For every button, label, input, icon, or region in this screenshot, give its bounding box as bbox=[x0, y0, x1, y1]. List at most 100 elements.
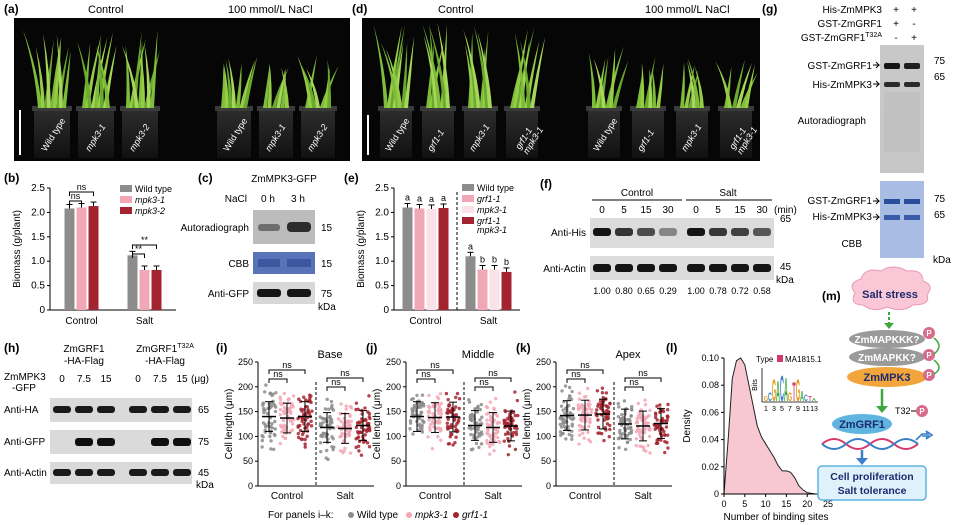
cell-dot bbox=[505, 417, 510, 421]
cell-dot bbox=[339, 419, 343, 424]
cell-dot bbox=[415, 393, 419, 398]
cell-dot bbox=[637, 432, 642, 437]
cell-dot bbox=[587, 424, 591, 429]
y-tick-label: 0 bbox=[396, 481, 401, 491]
sig-label: ns bbox=[430, 360, 440, 370]
legend-swatch bbox=[120, 196, 132, 203]
cell-dot bbox=[272, 432, 277, 437]
cell-dot bbox=[473, 407, 477, 411]
pot bbox=[301, 108, 335, 158]
outcome-line-1: Cell proliferation bbox=[830, 471, 913, 483]
leaf bbox=[327, 59, 332, 108]
cell-dot bbox=[273, 427, 277, 431]
cell-dot bbox=[358, 430, 362, 434]
cell-dot bbox=[468, 417, 473, 421]
cell-dot bbox=[289, 410, 293, 414]
ha-band bbox=[129, 406, 147, 413]
y-tick-label: 0.08 bbox=[701, 380, 719, 390]
cell-dot bbox=[655, 418, 659, 422]
cell-dot bbox=[291, 394, 296, 398]
cell-dot bbox=[665, 440, 669, 445]
leaf bbox=[281, 67, 289, 108]
cell-dot bbox=[577, 442, 581, 446]
cell-dot bbox=[454, 427, 459, 432]
cell-dot bbox=[496, 435, 500, 440]
sig-bracket bbox=[416, 378, 436, 383]
y-tick-label: 250 bbox=[536, 357, 551, 367]
sig-bracket bbox=[268, 378, 288, 383]
cell-dot bbox=[485, 418, 489, 422]
cell-dot bbox=[359, 453, 364, 457]
cell-dot bbox=[281, 409, 286, 413]
cell-dot bbox=[290, 422, 295, 426]
cell-dot bbox=[436, 408, 440, 413]
cell-dot bbox=[448, 434, 452, 439]
cell-dot bbox=[643, 417, 647, 422]
cell-dot bbox=[348, 404, 353, 409]
bar bbox=[501, 271, 512, 310]
cell-dot bbox=[296, 435, 301, 440]
sig-bracket bbox=[326, 386, 346, 391]
footer-dot-wild-type bbox=[348, 512, 354, 518]
cell-dot bbox=[290, 418, 294, 423]
leaf bbox=[656, 63, 664, 108]
ha-band bbox=[173, 406, 191, 413]
plot-title: Middle bbox=[462, 349, 494, 361]
cell-dot bbox=[498, 440, 502, 445]
panel-c-autorad-band-2 bbox=[287, 222, 311, 232]
sig-label: ns bbox=[488, 368, 498, 378]
panel-h-row-anti-gfp: Anti-GFP bbox=[4, 437, 45, 448]
cell-dot bbox=[354, 425, 359, 430]
cell-dot bbox=[503, 418, 507, 423]
leaf bbox=[465, 34, 478, 108]
cell-dot bbox=[646, 443, 650, 448]
cell-dot bbox=[436, 435, 440, 439]
motif-letter: G bbox=[788, 391, 792, 404]
y-tick-label: 150 bbox=[536, 407, 551, 417]
panel-f-his-bands bbox=[593, 228, 771, 236]
cell-dot bbox=[503, 432, 508, 437]
panel-l: (l) 00.020.040.060.080.100 5 10 15 20 25Numbe… bbox=[666, 341, 833, 523]
cell-dot bbox=[581, 416, 585, 420]
leaf bbox=[225, 60, 233, 108]
sig-letter: b bbox=[480, 254, 485, 264]
x-tick-label: 0 bbox=[721, 499, 726, 509]
leaf bbox=[97, 45, 104, 108]
pot bbox=[78, 108, 114, 158]
leaf bbox=[437, 22, 450, 109]
sig-bracket bbox=[416, 369, 454, 374]
panel-h-construct-1-line-1: ZmGRF1 bbox=[63, 344, 105, 355]
cell-dot bbox=[488, 452, 492, 456]
cell-dot bbox=[454, 435, 458, 439]
leaf bbox=[386, 25, 402, 108]
leaf bbox=[299, 62, 317, 108]
cell-dot bbox=[598, 399, 603, 403]
dose-value: 15 bbox=[176, 374, 188, 385]
cell-dot bbox=[321, 421, 325, 425]
cell-dot bbox=[456, 420, 460, 424]
time-label: 30 bbox=[756, 205, 768, 216]
y-tick-label: 2.5 bbox=[31, 183, 45, 194]
panel-h-construct-2-line-1: ZmGRF1T32A bbox=[136, 343, 194, 355]
cell-dot bbox=[626, 426, 631, 430]
cell-dot bbox=[665, 408, 670, 412]
panel-b: (b) 0 0.5 1.0 1.5 2.0 2.5 Biomass (g/plant) Con… bbox=[4, 171, 176, 327]
panel-a-header-control: Control bbox=[88, 4, 123, 16]
leaf bbox=[612, 60, 629, 108]
cell-dot bbox=[648, 408, 652, 412]
cell-dot bbox=[588, 419, 592, 423]
leaf bbox=[77, 41, 92, 108]
cell-dot bbox=[582, 436, 586, 440]
quant-value: 0.65 bbox=[637, 286, 655, 296]
leaf bbox=[732, 59, 745, 108]
cell-dot bbox=[273, 419, 277, 424]
cell-dot bbox=[356, 444, 361, 448]
mapkk-node bbox=[849, 348, 925, 366]
panel-g-row-3-lane-2: + bbox=[911, 33, 917, 44]
legend-label: mpk3-1 bbox=[477, 205, 507, 215]
cell-dot bbox=[278, 407, 283, 412]
pot-rim bbox=[76, 106, 116, 111]
cell-dot bbox=[323, 407, 328, 411]
cell-dot bbox=[577, 397, 582, 401]
cell-dot bbox=[605, 422, 610, 426]
